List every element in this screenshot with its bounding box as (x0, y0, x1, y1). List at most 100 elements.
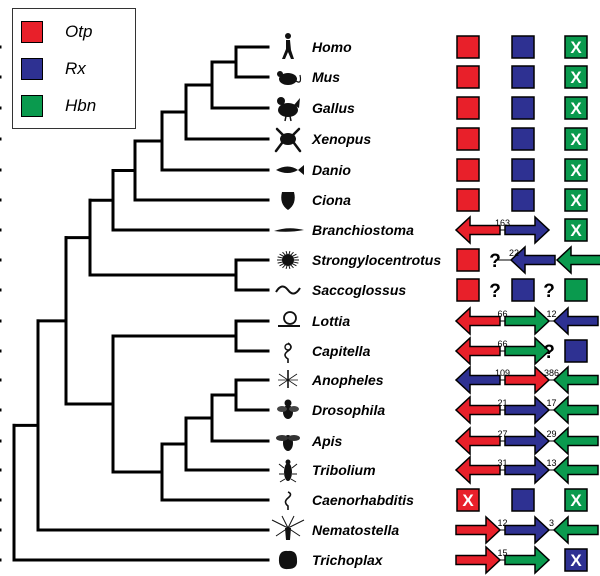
hbn-arrowR-gene (504, 545, 551, 575)
hbn-arrowL-gene (552, 365, 599, 395)
legend-item-rx: Rx (21, 58, 133, 80)
legend-label-otp: Otp (65, 22, 93, 41)
otp-arrowR-gene (504, 365, 551, 395)
mouse-silhouette-icon (277, 71, 302, 85)
taxon-label-gallus: Gallus (312, 100, 355, 116)
otp-box-gene (456, 278, 480, 302)
absent-mark: X (462, 491, 474, 510)
rx-box-gene (564, 339, 588, 363)
legend-item-otp: Otp (21, 21, 133, 43)
taxon-label-nematostella: Nematostella (312, 522, 399, 538)
gene-row-capitella: ? 66 (454, 336, 588, 366)
taxon-label-branchiostoma: Branchiostoma (312, 222, 414, 238)
gene-row-xenopus: X (456, 127, 588, 151)
sea-anemone-silhouette-icon (271, 515, 305, 540)
hbn-xbox-absent (564, 158, 588, 182)
otp-box-gene (456, 248, 480, 272)
gene-row-drosophila: 21 17 (454, 395, 599, 425)
intergenic-distance: 163 (495, 218, 510, 228)
absent-mark: X (570, 99, 582, 118)
absent-mark: X (570, 161, 582, 180)
otp-box-gene (456, 35, 480, 59)
hbn-arrowL-gene (552, 515, 599, 545)
organism-icons (271, 33, 305, 570)
intergenic-distance: 12 (546, 309, 556, 319)
rx-arrowR-gene (504, 395, 551, 425)
taxon-label-tribolium: Tribolium (312, 462, 376, 478)
otp-arrowR-gene (455, 515, 502, 545)
acorn-worm-silhouette-icon (275, 285, 301, 295)
rx-arrowR-gene (504, 515, 551, 545)
rx-arrowR-gene (504, 215, 551, 245)
taxon-label-xenopus: Xenopus (311, 131, 371, 147)
unknown-linkage-mark: ? (489, 251, 501, 272)
hbn-arrowL-gene (555, 245, 600, 275)
otp-box-gene (456, 65, 480, 89)
fish-silhouette-icon (276, 165, 304, 175)
intergenic-distance: 22 (509, 248, 519, 258)
otp-box-gene (456, 96, 480, 120)
otp-swatch (21, 21, 43, 43)
absent-mark: X (570, 191, 582, 210)
gene-row-tribolium: 31 13 (454, 455, 599, 485)
rx-arrowR-gene (504, 455, 551, 485)
taxon-label-trichoplax: Trichoplax (312, 552, 384, 568)
taxon-label-saccoglossus: Saccoglossus (312, 282, 406, 298)
rx-box-gene (511, 127, 535, 151)
otp-arrowL-gene (454, 426, 501, 456)
rx-box-gene (511, 96, 535, 120)
taxon-label-drosophila: Drosophila (312, 402, 385, 418)
gene-row-nematostella: 12 3 (455, 515, 599, 545)
taxon-label-anopheles: Anopheles (311, 372, 384, 388)
beetle-silhouette-icon (278, 459, 298, 483)
intergenic-distance: 27 (497, 429, 507, 439)
rx-swatch (21, 58, 43, 80)
unknown-linkage-mark: ? (543, 342, 555, 363)
intergenic-distance: 13 (546, 458, 556, 468)
mosquito-silhouette-icon (278, 370, 298, 388)
hbn-arrowR-gene (504, 336, 551, 366)
intergenic-distance: 109 (495, 368, 510, 378)
rx-box-gene (511, 278, 535, 302)
taxon-label-strongylocentrotus: Strongylocentrotus (312, 252, 441, 268)
taxon-labels: Homo Mus Gallus Xenopus Danio Ciona Branchiost… (311, 39, 441, 568)
taxon-label-ciona: Ciona (312, 192, 351, 208)
taxon-label-lottia: Lottia (312, 313, 350, 329)
taxon-label-danio: Danio (312, 162, 351, 178)
annelid-silhouette-icon (284, 342, 292, 363)
human-silhouette-icon (282, 33, 294, 59)
gene-row-trichoplax: X 15 (455, 545, 588, 575)
rx-arrowR-gene (504, 426, 551, 456)
legend-item-hbn: Hbn (21, 95, 133, 117)
intergenic-distance: 31 (497, 458, 507, 468)
lancelet-silhouette-icon (274, 228, 304, 232)
gene-row-ciona: X (456, 188, 588, 212)
hbn-arrowL-gene (552, 426, 599, 456)
rx-arrowL-gene (454, 365, 501, 395)
hbn-xbox-absent (564, 488, 588, 512)
intergenic-distance: 12 (497, 518, 507, 528)
hbn-swatch (21, 95, 43, 117)
absent-mark: X (570, 491, 582, 510)
taxon-label-capitella: Capitella (312, 343, 371, 359)
otp-arrowL-gene (454, 336, 501, 366)
unknown-linkage-mark: ? (543, 281, 555, 302)
placozoan-silhouette-icon (278, 550, 298, 570)
otp-xbox-absent (456, 488, 480, 512)
otp-box-gene (456, 127, 480, 151)
hbn-arrowR-gene (504, 306, 551, 336)
gene-row-mus: X (456, 65, 588, 89)
gene-row-saccoglossus: ?? (456, 278, 588, 302)
rx-box-gene (511, 188, 535, 212)
gene-legend: Otp Rx Hbn (12, 8, 136, 129)
taxon-label-mus: Mus (312, 69, 340, 85)
intergenic-distance: 21 (497, 398, 507, 408)
hbn-xbox-absent (564, 35, 588, 59)
legend-label-hbn: Hbn (65, 96, 97, 115)
intergenic-distance: 15 (497, 548, 507, 558)
otp-box-gene (456, 158, 480, 182)
taxon-label-homo: Homo (312, 39, 352, 55)
